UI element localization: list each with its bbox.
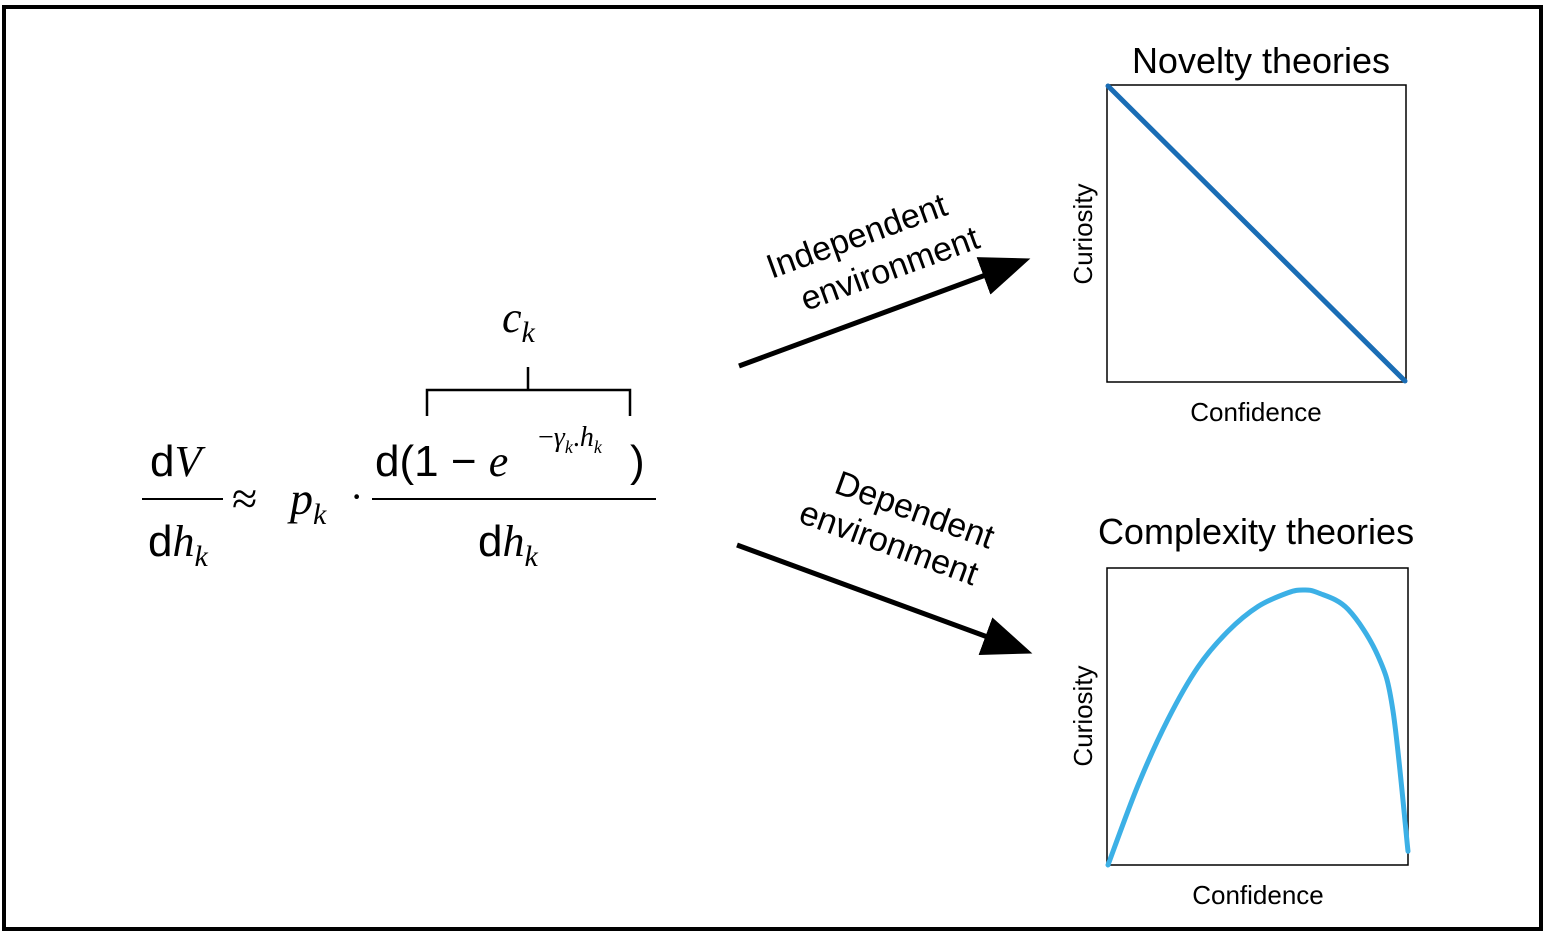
- multiply-dot: ·: [350, 474, 363, 519]
- novelty-plot-frame: [1106, 84, 1407, 383]
- figure-border: [2, 5, 1543, 931]
- equation: dV dhk ≈ pk · d(1 − e −γk.hk ) dhk ck: [142, 293, 656, 573]
- independent-arrow: [738, 257, 1031, 369]
- dependent-arrow: [736, 542, 1033, 655]
- rhs-exponent: −γk.hk: [538, 422, 603, 457]
- rhs-numerator: d(1 − e: [375, 437, 508, 486]
- brace-label: ck: [502, 293, 536, 349]
- novelty-chart-title: Novelty theories: [1132, 40, 1390, 81]
- dependent-arrow-group: Dependent environment: [736, 464, 1033, 655]
- complexity-y-axis-label: Curiosity: [1068, 665, 1098, 766]
- p-symbol: pk: [287, 473, 327, 531]
- complexity-chart-title: Complexity theories: [1098, 511, 1414, 552]
- complexity-x-axis-label: Confidence: [1192, 880, 1324, 910]
- novelty-chart: Novelty theories Confidence Curiosity: [1068, 40, 1408, 427]
- rhs-denominator: dhk: [478, 517, 538, 573]
- novelty-series-line: [1105, 83, 1408, 384]
- lhs-numerator: dV: [150, 437, 206, 486]
- complexity-series-curve: [1105, 587, 1411, 868]
- approx-symbol: ≈: [232, 473, 257, 524]
- brace-bracket: [425, 367, 632, 416]
- complexity-plot-frame: [1106, 567, 1409, 866]
- rhs-close-paren: ): [630, 437, 645, 486]
- novelty-x-axis-label: Confidence: [1190, 397, 1322, 427]
- lhs-denominator: dhk: [148, 517, 208, 573]
- complexity-chart: Complexity theories Confidence Curiosity: [1068, 511, 1414, 910]
- independent-arrow-group: Independent environment: [738, 186, 1031, 369]
- novelty-y-axis-label: Curiosity: [1068, 183, 1098, 284]
